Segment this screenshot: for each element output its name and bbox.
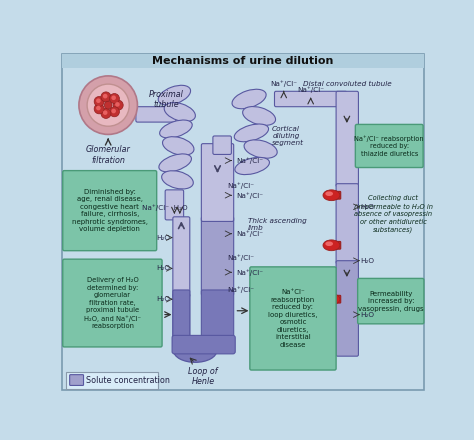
Circle shape [96,99,100,103]
Circle shape [87,84,129,126]
FancyBboxPatch shape [172,335,235,354]
Ellipse shape [164,103,195,121]
Text: Na⁺/Cl⁻: Na⁺/Cl⁻ [236,157,263,164]
Circle shape [113,100,123,110]
FancyBboxPatch shape [63,171,157,251]
Circle shape [109,94,119,103]
FancyBboxPatch shape [136,106,176,122]
Text: Diminished by:
age, renal disease,
congestive heart
failure, cirrhosis,
nephroti: Diminished by: age, renal disease, conge… [72,189,148,232]
Ellipse shape [325,295,333,300]
FancyBboxPatch shape [173,217,190,297]
FancyBboxPatch shape [274,91,347,106]
Ellipse shape [173,339,217,363]
Text: Na⁺Cl⁻
reabsorption
reduced by:
loop diuretics,
osmotic
diuretics,
interstitial
: Na⁺Cl⁻ reabsorption reduced by: loop diu… [268,289,318,348]
Circle shape [111,95,116,100]
FancyBboxPatch shape [332,242,341,249]
FancyBboxPatch shape [70,375,83,385]
Ellipse shape [232,89,266,109]
Text: Na⁺/Cl⁻: Na⁺/Cl⁻ [236,192,263,198]
Circle shape [103,94,108,99]
Text: Na⁺/Cl⁻  H₂O: Na⁺/Cl⁻ H₂O [142,205,187,211]
Circle shape [101,108,111,118]
Ellipse shape [159,154,191,172]
FancyBboxPatch shape [173,294,190,347]
Text: Na⁺/Cl⁻: Na⁺/Cl⁻ [227,182,254,189]
Text: Glomerular
filtration: Glomerular filtration [86,145,130,165]
FancyBboxPatch shape [356,125,423,168]
Circle shape [104,101,112,109]
Text: Na⁺/Cl⁻ reabsorption
reduced by:
thiazide diuretics: Na⁺/Cl⁻ reabsorption reduced by: thiazid… [355,135,424,157]
Ellipse shape [244,140,277,158]
FancyBboxPatch shape [173,290,190,343]
Text: Cortical
diluting
segment: Cortical diluting segment [272,126,304,146]
Ellipse shape [243,106,275,125]
FancyBboxPatch shape [336,184,358,264]
Ellipse shape [325,242,333,246]
FancyBboxPatch shape [336,260,358,356]
Text: H₂O: H₂O [361,204,375,210]
Text: Proximal
tubule: Proximal tubule [149,90,184,109]
FancyBboxPatch shape [201,217,234,295]
Text: Loop of
Henle: Loop of Henle [188,367,218,386]
Ellipse shape [163,137,194,155]
FancyBboxPatch shape [63,259,162,347]
FancyBboxPatch shape [332,191,341,199]
FancyBboxPatch shape [174,338,218,351]
Text: H₂O: H₂O [156,235,170,241]
Ellipse shape [158,85,191,105]
Ellipse shape [162,171,193,189]
FancyBboxPatch shape [62,54,424,68]
Circle shape [94,96,104,106]
Text: Permeability
increased by:
vasopressin, drugs: Permeability increased by: vasopressin, … [358,291,424,312]
Circle shape [94,104,104,114]
Ellipse shape [323,294,340,304]
Text: H₂O: H₂O [361,258,375,264]
FancyBboxPatch shape [332,295,341,303]
Ellipse shape [235,158,269,175]
Circle shape [103,110,108,115]
Text: Delivery of H₂O
determined by:
glomerular
filtration rate,
proximal tubule
H₂O, : Delivery of H₂O determined by: glomerula… [84,277,141,329]
Text: Na⁺/Cl⁻: Na⁺/Cl⁻ [236,269,263,275]
Ellipse shape [323,190,340,201]
Text: Distal convoluted tubule: Distal convoluted tubule [303,81,392,87]
Ellipse shape [160,120,192,138]
Circle shape [115,102,120,107]
Text: H₂O: H₂O [156,265,170,271]
Circle shape [101,92,111,102]
FancyBboxPatch shape [66,371,158,389]
FancyBboxPatch shape [62,54,424,390]
FancyBboxPatch shape [213,136,231,154]
Ellipse shape [234,124,269,142]
Text: Na⁺/Cl⁻: Na⁺/Cl⁻ [270,80,297,87]
Circle shape [111,109,116,114]
Text: Mechanisms of urine dilution: Mechanisms of urine dilution [152,56,334,66]
Text: H₂O: H₂O [156,296,170,302]
Text: Na⁺/Cl⁻: Na⁺/Cl⁻ [236,231,263,237]
Text: Collecting duct
(impermeable to H₂O in
absence of vasopressin
or other antidiure: Collecting duct (impermeable to H₂O in a… [354,195,433,233]
Ellipse shape [323,240,340,251]
Text: Na⁺/Cl⁻: Na⁺/Cl⁻ [227,254,254,261]
FancyBboxPatch shape [358,279,424,324]
Text: Na⁺/Cl⁻: Na⁺/Cl⁻ [297,86,324,93]
Ellipse shape [325,191,333,196]
Circle shape [79,76,137,135]
FancyBboxPatch shape [336,91,358,187]
Circle shape [109,107,119,117]
Circle shape [96,106,100,110]
FancyBboxPatch shape [201,290,234,345]
Text: Thick ascending
limb: Thick ascending limb [247,218,306,231]
Text: Na⁺/Cl⁻: Na⁺/Cl⁻ [227,286,254,293]
FancyBboxPatch shape [165,190,183,220]
FancyBboxPatch shape [201,143,234,221]
Text: H₂O: H₂O [361,312,375,318]
FancyBboxPatch shape [250,267,336,370]
Text: Solute concentration: Solute concentration [86,376,170,385]
